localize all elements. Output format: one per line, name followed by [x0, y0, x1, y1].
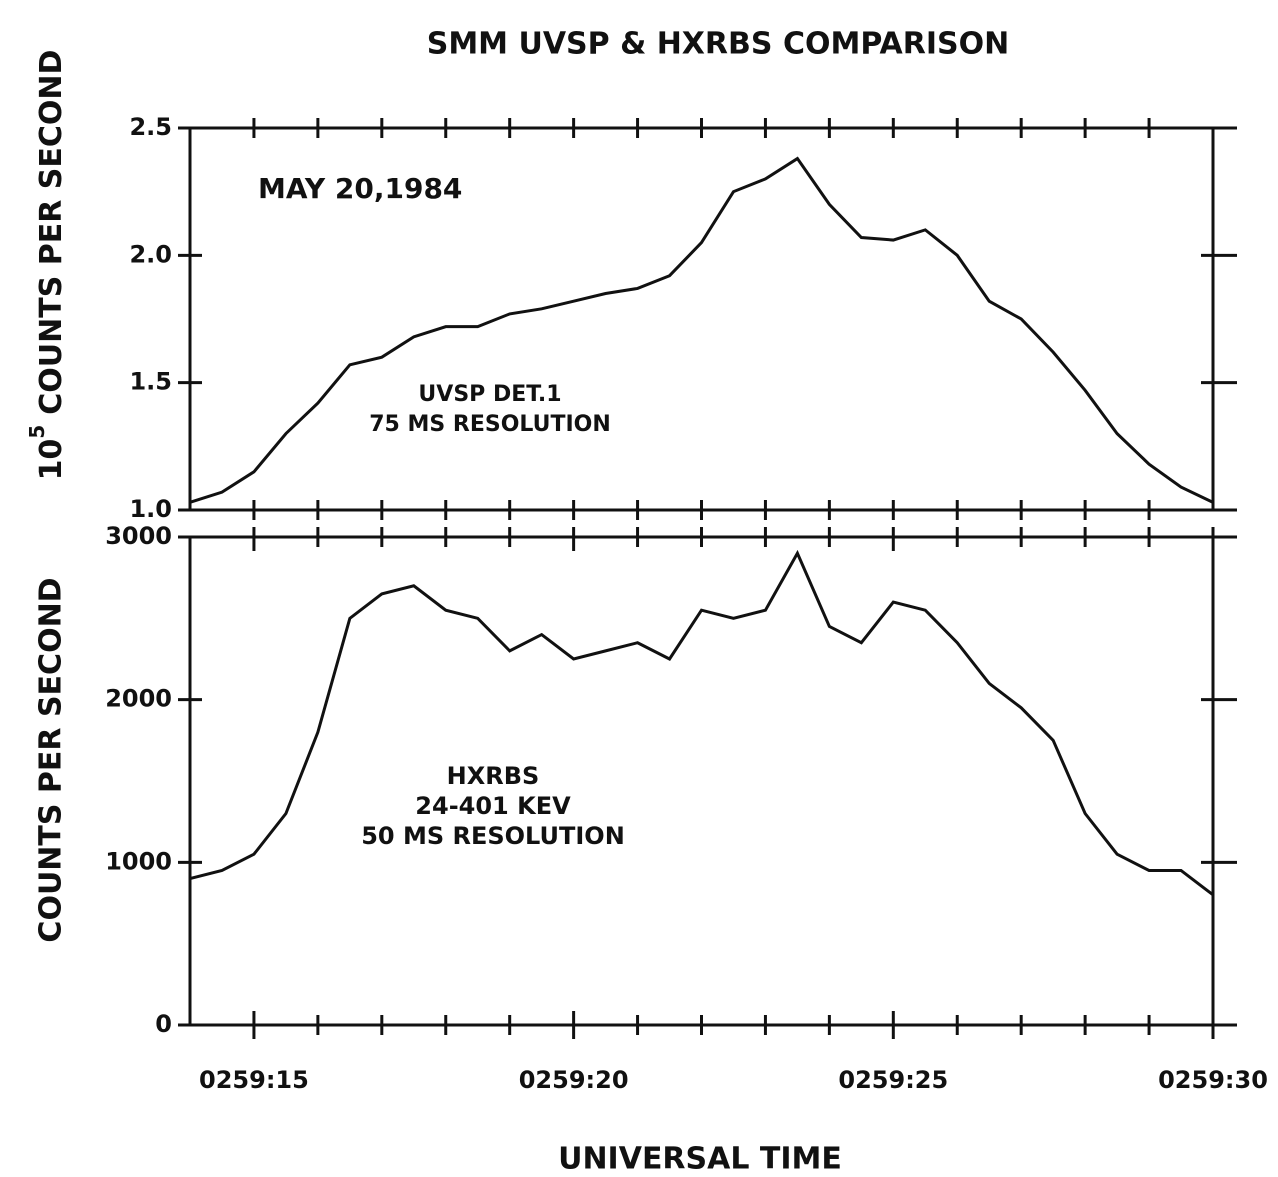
x-tick-label: 0259:25 — [838, 1066, 948, 1094]
y-label-text: COUNTS PER SECOND — [34, 50, 69, 415]
chart-title: SMM UVSP & HXRBS COMPARISON — [427, 27, 1010, 62]
x-tick-label: 0259:30 — [1158, 1066, 1268, 1094]
annotation: 50 MS RESOLUTION — [361, 822, 625, 850]
y-label-base: 10 — [34, 439, 69, 481]
x-axis-label: UNIVERSAL TIME — [558, 1142, 842, 1177]
x-tick-label: 0259:15 — [199, 1066, 309, 1094]
data-line — [189, 549, 1214, 897]
annotation: HXRBS — [447, 762, 540, 790]
annotation: MAY 20,1984 — [258, 172, 462, 205]
y-tick-label: 0 — [155, 1010, 172, 1038]
y-tick-label: 2000 — [105, 685, 172, 713]
data-line — [189, 156, 1214, 504]
y-axis-label: 105 COUNTS PER SECOND — [25, 50, 69, 481]
y-tick-label: 3000 — [105, 522, 172, 550]
y-tick-label: 1.5 — [129, 368, 172, 396]
annotation: UVSP DET.1 — [418, 382, 561, 407]
y-tick-label: 1.0 — [129, 495, 172, 523]
y-tick-label: 2.5 — [129, 113, 172, 141]
annotation: 75 MS RESOLUTION — [369, 412, 611, 437]
annotation: 24-401 KEV — [415, 792, 571, 820]
y-axis-label: COUNTS PER SECOND — [34, 577, 69, 942]
y-label-exponent: 5 — [25, 425, 49, 439]
y-tick-label: 2.0 — [129, 240, 172, 268]
y-tick-label: 1000 — [105, 847, 172, 875]
x-tick-label: 0259:20 — [519, 1066, 629, 1094]
